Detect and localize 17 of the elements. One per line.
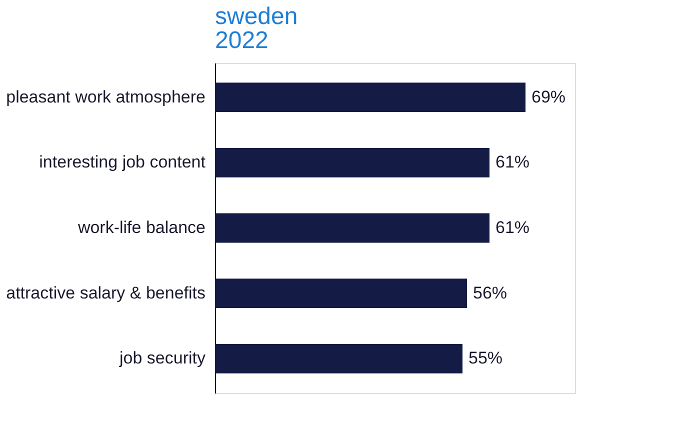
data-label: 56%: [473, 283, 508, 302]
y-tick-label: work-life balance: [76, 218, 206, 237]
y-tick-label: job security: [118, 348, 206, 368]
bar: [215, 344, 462, 374]
bar: [215, 82, 526, 112]
data-label: 61%: [496, 152, 530, 172]
bar: [215, 278, 467, 308]
chart-subtitle: 2022: [215, 27, 268, 54]
data-label: 55%: [468, 348, 503, 368]
data-label: 69%: [532, 87, 566, 106]
bar: [215, 213, 490, 243]
y-tick-label: interesting job content: [39, 152, 206, 172]
chart-title: sweden: [215, 3, 298, 30]
data-label: 61%: [496, 218, 530, 237]
y-tick-label: pleasant work atmosphere: [6, 87, 206, 106]
y-tick-label: attractive salary & benefits: [6, 283, 206, 302]
bar: [215, 148, 490, 178]
